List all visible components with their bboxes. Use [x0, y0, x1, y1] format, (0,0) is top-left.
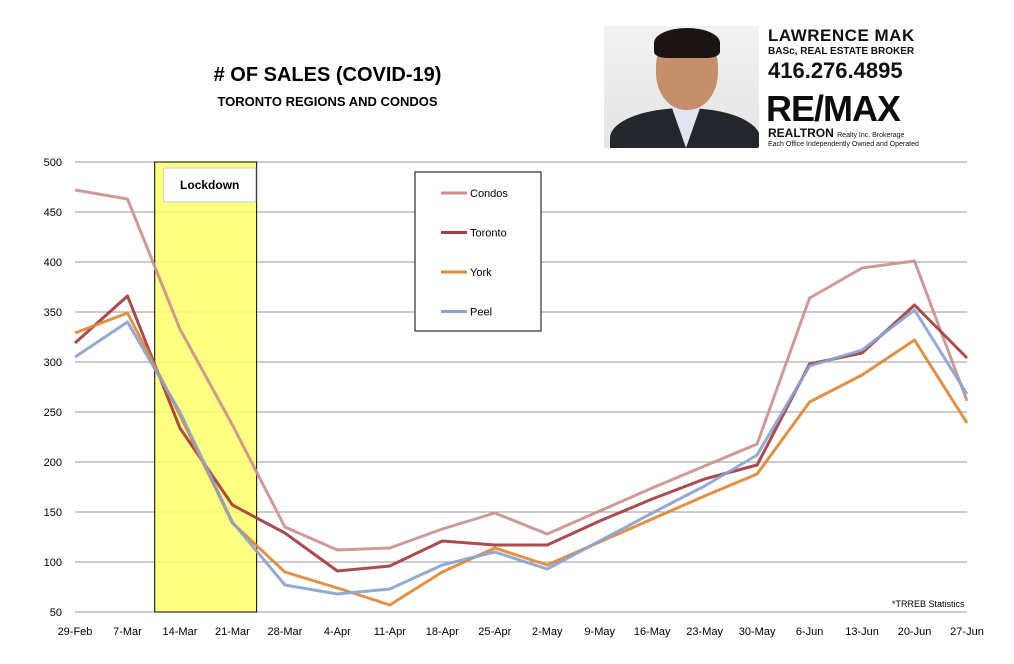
legend-label: Condos	[470, 188, 508, 200]
x-tick-label: 18-Apr	[426, 626, 459, 638]
x-tick-label: 14-Mar	[163, 626, 198, 638]
y-tick-label: 350	[44, 307, 62, 319]
lockdown-label-box	[163, 167, 257, 203]
x-tick-label: 27-Jun	[950, 626, 984, 638]
y-tick-label: 200	[44, 457, 62, 469]
series-line-peel	[74, 308, 969, 596]
agent-name: LAWRENCE MAK	[768, 26, 915, 45]
legend-label: York	[470, 267, 492, 279]
y-tick-label: 300	[44, 357, 62, 369]
x-tick-label: 13-Jun	[845, 626, 879, 638]
brokerage-brand: REALTRON	[768, 126, 834, 140]
x-tick-label: 16-May	[634, 626, 671, 638]
agent-photo	[604, 26, 759, 148]
series-line-condos	[74, 188, 969, 552]
lockdown-label: Lockdown	[180, 178, 239, 192]
brokerage-tagline: Each Office Independently Owned and Oper…	[768, 141, 919, 148]
series-lines	[73, 188, 969, 607]
x-tick-label: 28-Mar	[267, 626, 302, 638]
x-tick-label: 2-May	[532, 626, 563, 638]
y-tick-label: 100	[44, 557, 62, 569]
chart-subtitle: TORONTO REGIONS AND CONDOS	[217, 94, 438, 109]
x-tick-label: 21-Mar	[215, 626, 250, 638]
axes: 50 100 150 200 250 300 350 400 450 500 29-Feb 7-Mar…	[44, 157, 984, 638]
x-tick-label: 4-Apr	[324, 626, 351, 638]
y-tick-label: 250	[44, 407, 62, 419]
y-tick-label: 150	[44, 507, 62, 519]
x-tick-label: 25-Apr	[478, 626, 511, 638]
y-tick-label: 400	[44, 257, 62, 269]
x-tick-label: 23-May	[686, 626, 723, 638]
agent-phone: 416.276.4895	[768, 58, 903, 83]
remax-logo: RE/MAX	[766, 88, 901, 129]
x-tick-label: 30-May	[739, 626, 776, 638]
legend-label: Toronto	[470, 228, 507, 240]
x-tick-label: 11-Apr	[374, 626, 407, 638]
x-tick-label: 7-Mar	[113, 626, 142, 638]
x-tick-label: 29-Feb	[58, 626, 93, 638]
agent-role: BASc, REAL ESTATE BROKER	[768, 46, 915, 57]
y-tick-label: 500	[44, 157, 62, 169]
brokerage-sub: Realty Inc. Brokerage	[837, 132, 905, 139]
y-tick-label: 450	[44, 207, 62, 219]
x-tick-label: 20-Jun	[898, 626, 932, 638]
legend-box	[414, 171, 542, 332]
y-tick-label: 50	[50, 607, 62, 619]
x-tick-label: 9-May	[584, 626, 615, 638]
agent-card: LAWRENCE MAK BASc, REAL ESTATE BROKER 41…	[580, 4, 940, 152]
legend-label: Peel	[470, 307, 492, 319]
chart-title: # OF SALES (COVID-19)	[213, 64, 442, 86]
legend: Condos Toronto York Peel	[414, 171, 542, 332]
brokerage-name: REALTRON Realty Inc. Brokerage	[768, 126, 904, 140]
x-tick-label: 6-Jun	[796, 626, 824, 638]
lockdown-band	[154, 161, 258, 613]
source-footnote: *TRREB Statistics	[892, 599, 965, 609]
